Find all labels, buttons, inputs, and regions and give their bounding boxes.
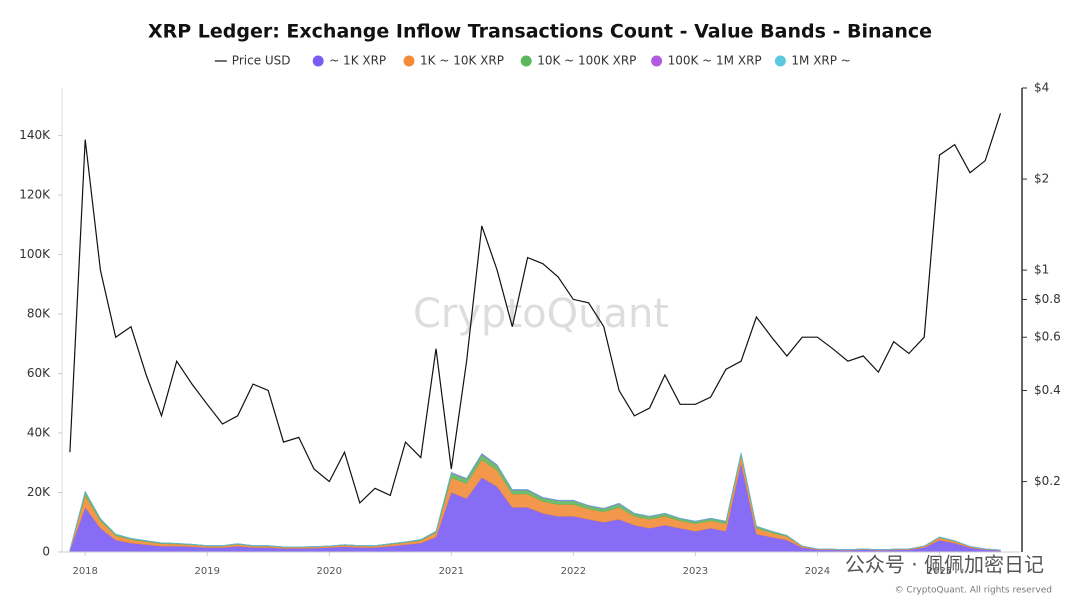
legend-label: Price USD [232,54,291,68]
x-tick-label: 2024 [805,566,830,577]
legend-swatch [520,55,532,67]
y2-tick-label: $0.8 [1034,292,1061,306]
legend-label: ~ 1K XRP [329,54,386,68]
copyright: © CryptoQuant. All rights reserved [895,586,1052,596]
x-tick-label: 2023 [683,566,708,577]
y2-tick-label: $0.6 [1034,330,1061,344]
y-tick-label: 60K [27,366,51,380]
price-line [69,113,1002,505]
x-tick-label: 2025 [927,566,952,577]
legend-label: 100K ~ 1M XRP [668,54,762,68]
y2-tick-label: $2 [1034,172,1049,186]
y2-tick-label: $0.4 [1034,383,1061,397]
x-tick-label: 2019 [194,566,219,577]
y-tick-label: 80K [27,307,51,321]
y-tick-label: 120K [19,188,51,202]
chart-title: XRP Ledger: Exchange Inflow Transactions… [148,21,932,43]
x-tick-label: 2022 [561,566,586,577]
y2-tick-label: $0.2 [1034,474,1061,488]
overlay-text: 公众号 · 佩佩加密日记 [845,553,1044,577]
y-tick-label: 140K [19,128,51,142]
legend-label: 10K ~ 100K XRP [537,54,636,68]
x-tick-label: 2020 [317,566,342,577]
y-tick-label: 100K [19,247,51,261]
x-tick-label: 2021 [439,566,464,577]
legend-label: 1M XRP ~ [791,54,850,68]
legend-swatch [774,55,786,67]
legend-swatch [651,55,663,67]
y-tick-label: 0 [42,545,50,559]
legend-label: 1K ~ 10K XRP [420,54,504,68]
y-tick-label: 40K [27,426,51,440]
watermark: CryptoQuant [413,291,669,337]
y2-tick-label: $1 [1034,263,1049,277]
y2-tick-label: $4 [1034,81,1049,95]
y-tick-label: 20K [27,485,51,499]
area [69,452,1001,551]
x-tick-label: 2018 [72,566,97,577]
legend-swatch [403,55,415,67]
legend-swatch [312,55,324,67]
